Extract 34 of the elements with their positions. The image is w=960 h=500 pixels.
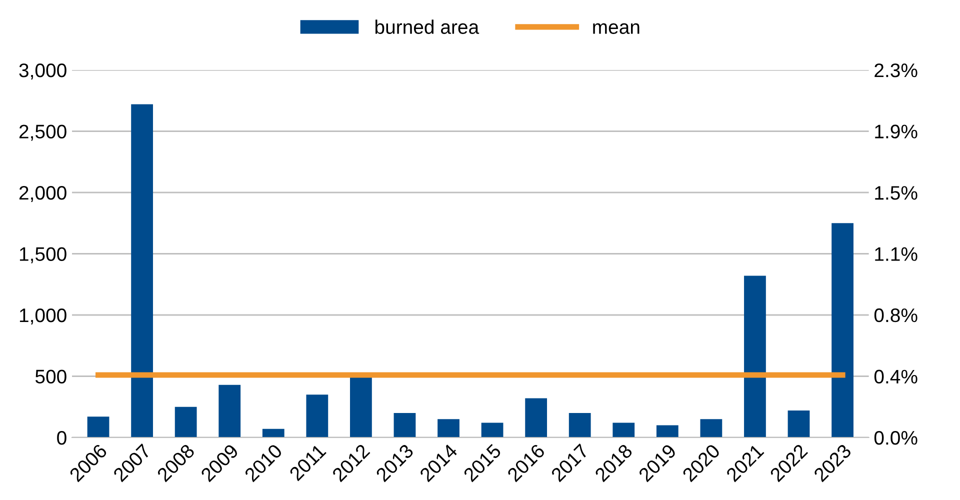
y2-tick-label: 0.0% bbox=[874, 430, 918, 445]
bar bbox=[744, 276, 766, 438]
y-tick-label: 0 bbox=[57, 430, 66, 445]
bar bbox=[700, 419, 722, 438]
bar bbox=[612, 422, 635, 438]
bar bbox=[131, 104, 153, 438]
y-tick-label: 2,500 bbox=[19, 124, 66, 141]
bar bbox=[87, 416, 110, 438]
y2-tick-label: 0.8% bbox=[874, 308, 918, 322]
bar bbox=[262, 428, 284, 438]
y-tick-label: 1,000 bbox=[20, 308, 66, 325]
bar bbox=[525, 398, 548, 438]
bar bbox=[481, 422, 504, 438]
y-tick-label: 2,000 bbox=[19, 186, 66, 202]
y2-tick-label: 2.3% bbox=[874, 63, 918, 78]
y-tick-label: 3,000 bbox=[19, 63, 66, 80]
bar bbox=[394, 413, 416, 438]
bar bbox=[438, 419, 460, 438]
bar bbox=[350, 377, 372, 438]
y-tick-label: 500 bbox=[35, 370, 66, 384]
bar bbox=[306, 394, 328, 438]
bar bbox=[218, 384, 241, 438]
legend-label: mean bbox=[593, 23, 640, 34]
y2-tick-label: 1.1% bbox=[875, 247, 918, 261]
bar bbox=[656, 425, 678, 438]
y-tick-label: 1,500 bbox=[20, 247, 66, 264]
y2-tick-label: 1.9% bbox=[875, 124, 918, 138]
bar bbox=[568, 413, 591, 438]
y2-tick-label: 1.5% bbox=[875, 186, 918, 200]
bar bbox=[832, 223, 854, 438]
bar bbox=[788, 410, 810, 438]
bar bbox=[174, 406, 197, 438]
legend-label: burned area bbox=[375, 20, 480, 34]
y2-tick-label: 0.4% bbox=[874, 370, 918, 384]
